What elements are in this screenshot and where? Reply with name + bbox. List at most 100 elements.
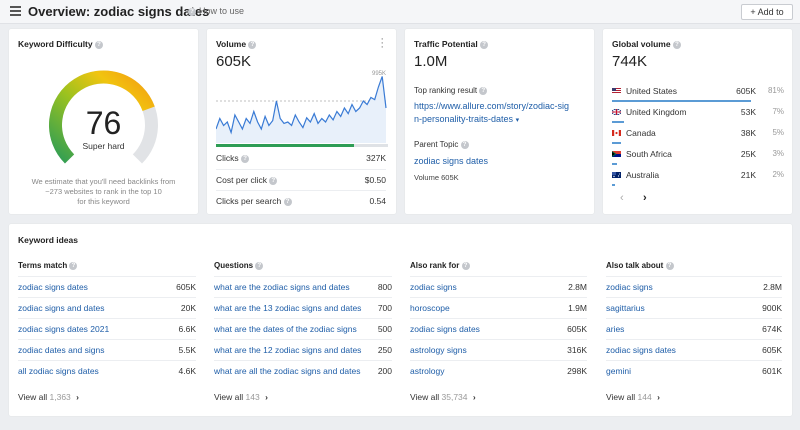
keyword-link[interactable]: zodiac signs dates 2021	[18, 324, 110, 334]
volume-more-icon[interactable]: · · ·	[380, 33, 384, 53]
list-item[interactable]: zodiac signs dates 605K	[18, 276, 196, 297]
kd-title: Keyword Difficulty ?	[18, 39, 103, 49]
volume-row-cps: Clicks per search ? 0.54	[216, 190, 386, 211]
volume-help-icon[interactable]: ?	[248, 41, 257, 49]
list-item[interactable]: zodiac signs 2.8M	[410, 276, 587, 297]
keyword-link[interactable]: astrology signs	[410, 345, 467, 355]
list-item[interactable]: zodiac signs dates 605K	[606, 339, 782, 360]
country-name: Australia	[626, 170, 660, 180]
list-item[interactable]: all zodiac signs dates 4.6K	[18, 360, 196, 381]
list-item[interactable]: zodiac signs and dates 20K	[18, 297, 196, 318]
global-title: Global volume ?	[612, 39, 681, 49]
keyword-link[interactable]: what are all the zodiac signs and dates	[214, 366, 361, 376]
list-item[interactable]: zodiac signs 2.8M	[606, 276, 782, 297]
list-item[interactable]: aries 674K	[606, 318, 782, 339]
keyword-link[interactable]: zodiac dates and signs	[18, 345, 105, 355]
country-row-au[interactable]: Australia 21K 2%	[612, 166, 784, 187]
view-all-terms-match[interactable]: View all 1,363 ›	[18, 392, 79, 402]
traffic-help-icon[interactable]: ?	[480, 41, 489, 49]
keyword-volume: 900K	[762, 303, 782, 313]
country-share-bar	[612, 184, 616, 186]
also-rank-for-help-icon[interactable]: ?	[461, 262, 470, 270]
keyword-link[interactable]: sagittarius	[606, 303, 645, 313]
country-row-ca[interactable]: Canada 38K 5%	[612, 124, 784, 145]
top-result-help-icon[interactable]: ?	[479, 87, 488, 95]
keyword-link[interactable]: zodiac signs dates	[606, 345, 676, 355]
clicks-help-icon[interactable]: ?	[241, 155, 250, 163]
kd-help-icon[interactable]: ?	[95, 41, 103, 49]
kd-note-line-3: for this keyword	[77, 197, 130, 206]
prev-page-icon[interactable]: ‹	[620, 192, 624, 204]
traffic-title: Traffic Potential ?	[414, 39, 489, 49]
global-help-icon[interactable]: ?	[672, 41, 681, 49]
keyword-link[interactable]: what are the 12 zodiac signs and dates	[214, 345, 362, 355]
view-all-count: 143	[245, 392, 260, 402]
keyword-volume: 700	[377, 303, 392, 313]
us-flag-icon	[612, 88, 621, 94]
list-item[interactable]: zodiac signs dates 605K	[410, 318, 587, 339]
menu-icon[interactable]	[10, 6, 21, 16]
next-page-icon[interactable]: ›	[643, 192, 647, 204]
keyword-link[interactable]: zodiac signs dates	[18, 282, 88, 292]
list-item[interactable]: what are the zodiac signs and dates 800	[214, 276, 392, 297]
kd-gauge	[49, 70, 158, 164]
add-to-button[interactable]: + Add to	[741, 4, 793, 20]
help-icon: ?	[188, 8, 196, 16]
view-all-questions[interactable]: View all 143 ›	[214, 392, 268, 402]
volume-card: Volume ? · · · 605K 995K Clicks ? 327K Cost…	[207, 29, 396, 214]
keyword-volume: 2.8M	[568, 282, 587, 292]
keyword-volume: 601K	[762, 366, 782, 376]
list-item[interactable]: what are the 12 zodiac signs and dates 25…	[214, 339, 392, 360]
keyword-link[interactable]: aries	[606, 324, 625, 334]
kd-gauge-fill	[49, 70, 155, 164]
country-row-us[interactable]: United States 605K 81%	[612, 82, 784, 103]
parent-topic-keyword[interactable]: zodiac signs dates	[414, 156, 489, 166]
how-to-use-link[interactable]: ? How to use	[188, 6, 244, 16]
chevron-right-icon: ›	[265, 392, 268, 402]
list-item[interactable]: what are all the zodiac signs and dates 2…	[214, 360, 392, 381]
country-name: Canada	[626, 128, 656, 138]
list-item[interactable]: what are the dates of the zodiac signs 50…	[214, 318, 392, 339]
kd-title-label: Keyword Difficulty	[18, 39, 93, 49]
questions-help-icon[interactable]: ?	[255, 262, 264, 270]
volume-trend-area	[216, 76, 386, 143]
keyword-link[interactable]: what are the 13 zodiac signs and dates	[214, 303, 362, 313]
cps-help-icon[interactable]: ?	[283, 198, 292, 206]
also-talk-about-help-icon[interactable]: ?	[665, 262, 674, 270]
col-heading-text: Terms match	[18, 261, 68, 270]
country-row-uk[interactable]: United Kingdom 53K 7%	[612, 103, 784, 124]
view-all-also-talk-about[interactable]: View all 144 ›	[606, 392, 660, 402]
view-all-count: 35,734	[441, 392, 468, 402]
za-flag-icon	[612, 151, 621, 157]
terms-match-help-icon[interactable]: ?	[69, 262, 78, 270]
keyword-link[interactable]: zodiac signs	[606, 282, 653, 292]
chevron-right-icon: ›	[76, 392, 80, 402]
view-all-also-rank-for[interactable]: View all 35,734 ›	[410, 392, 476, 402]
list-item[interactable]: horoscope 1.9M	[410, 297, 587, 318]
keyword-link[interactable]: what are the dates of the zodiac signs	[214, 324, 357, 334]
keyword-link[interactable]: gemini	[606, 366, 632, 376]
keyword-link[interactable]: zodiac signs and dates	[18, 303, 105, 313]
keyword-link[interactable]: horoscope	[410, 303, 450, 313]
top-result-url[interactable]: https://www.allure.com/story/zodiac-sig …	[414, 100, 569, 127]
list-item[interactable]: astrology 298K	[410, 360, 587, 381]
parent-topic-volume: Volume 605K	[414, 173, 459, 182]
country-row-za[interactable]: South Africa 25K 3%	[612, 145, 784, 166]
top-bar: Overview: zodiac signs dates ? How to use…	[0, 0, 800, 24]
list-item[interactable]: zodiac dates and signs 5.5K	[18, 339, 196, 360]
list-item[interactable]: sagittarius 900K	[606, 297, 782, 318]
volume-trend-chart: 995K	[216, 71, 387, 143]
keyword-link[interactable]: all zodiac signs dates	[18, 366, 99, 376]
cpc-help-icon[interactable]: ?	[269, 177, 278, 185]
list-item[interactable]: gemini 601K	[606, 360, 782, 381]
list-item[interactable]: astrology signs 316K	[410, 339, 587, 360]
keyword-link[interactable]: what are the zodiac signs and dates	[214, 282, 350, 292]
list-item[interactable]: zodiac signs dates 2021 6.6K	[18, 318, 196, 339]
ca-flag-icon	[612, 130, 621, 136]
list-item[interactable]: what are the 13 zodiac signs and dates 70…	[214, 297, 392, 318]
keyword-link[interactable]: astrology	[410, 366, 445, 376]
parent-topic-help-icon[interactable]: ?	[460, 141, 469, 149]
keyword-link[interactable]: zodiac signs dates	[410, 324, 480, 334]
keyword-link[interactable]: zodiac signs	[410, 282, 457, 292]
view-all-label: View all	[410, 392, 440, 402]
